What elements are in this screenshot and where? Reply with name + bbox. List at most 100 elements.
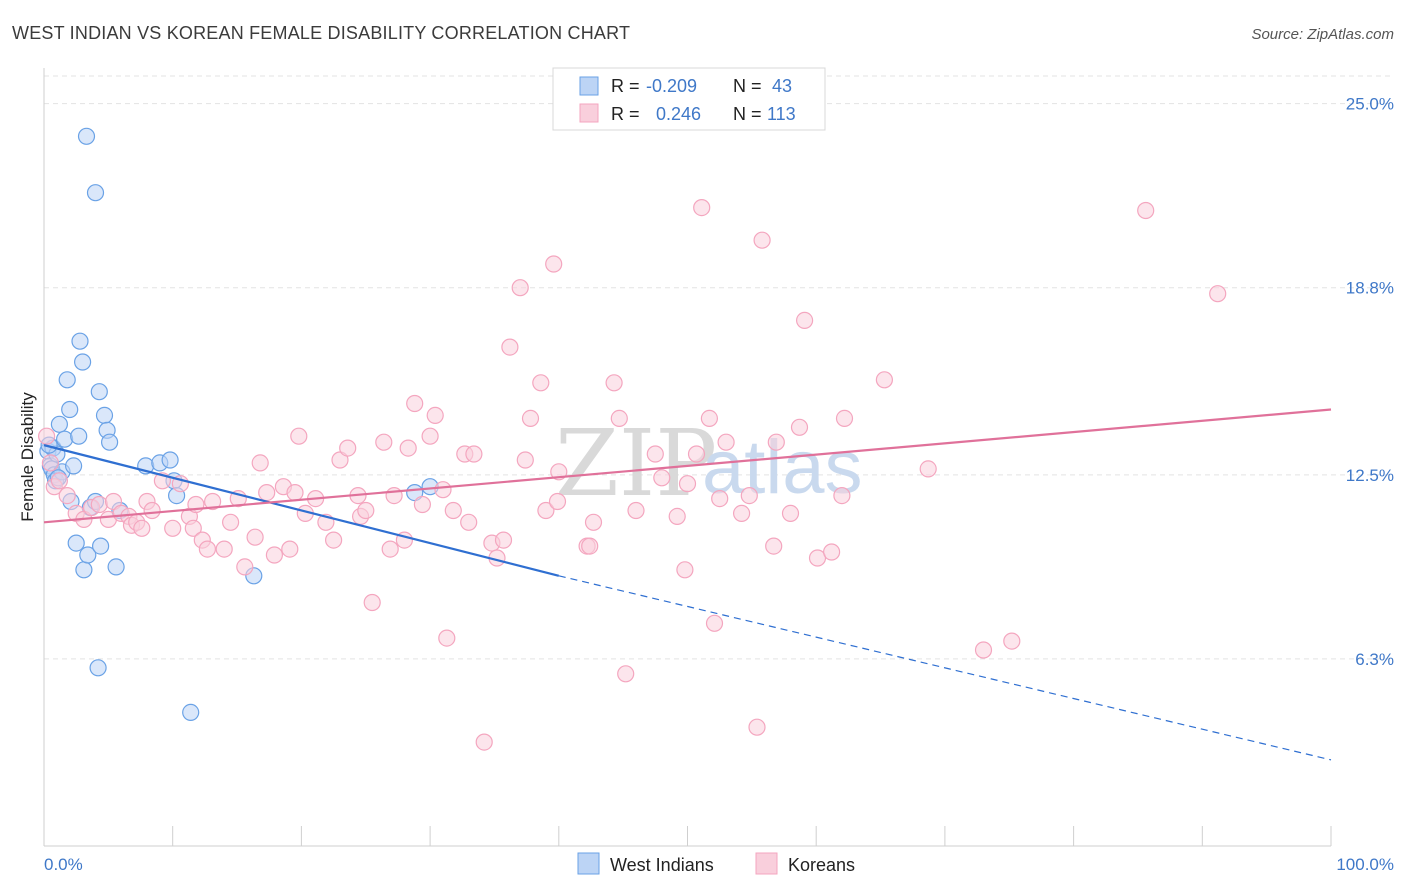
- koreans-point-100: [781, 504, 800, 523]
- west-indians-point-26: [91, 537, 110, 555]
- koreans-point-80: [605, 374, 623, 392]
- koreans-point-82: [617, 665, 635, 683]
- west-indians-point-11: [55, 430, 74, 448]
- west-indians-point-9: [50, 415, 69, 433]
- legend-r-value-1: -0.209: [646, 76, 697, 96]
- koreans-point-53: [399, 439, 417, 457]
- koreans-point-63: [465, 445, 483, 463]
- koreans-point-88: [678, 475, 697, 493]
- koreans-point-22: [184, 519, 202, 537]
- west-indians-trend-line: [43, 444, 560, 577]
- koreans-point-48: [363, 593, 381, 612]
- koreans-point-1: [41, 454, 60, 472]
- legend-swatch-koreans: [579, 103, 599, 123]
- trend-lines: [43, 408, 1332, 761]
- koreans-point-33: [258, 484, 276, 502]
- koreans-point-112: [1209, 285, 1227, 303]
- koreans-point-84: [646, 445, 664, 463]
- koreans-point-89: [687, 445, 706, 463]
- koreans-point-31: [246, 528, 264, 546]
- koreans-point-86: [668, 507, 686, 526]
- koreans-point-38: [290, 427, 308, 445]
- watermark-zip: ZIP: [555, 410, 717, 517]
- koreans-point-90: [693, 199, 711, 217]
- bottom-legend: West Indians Koreans: [577, 852, 855, 875]
- koreans-point-57: [426, 406, 444, 424]
- west-indians-point-37: [182, 703, 200, 722]
- koreans-point-113: [748, 718, 766, 736]
- koreans-point-27: [215, 540, 233, 558]
- watermark: ZIP atlas: [555, 410, 863, 517]
- koreans-point-56: [421, 427, 439, 445]
- bottom-legend-west-indians: West Indians: [610, 855, 714, 875]
- koreans-point-71: [521, 409, 540, 427]
- koreans-point-4: [58, 487, 76, 505]
- west-indians-point-17: [70, 427, 88, 445]
- koreans-point-50: [381, 540, 399, 558]
- koreans-point-111: [1137, 201, 1155, 220]
- koreans-point-81: [610, 409, 628, 427]
- koreans-point-99: [767, 433, 785, 451]
- koreans-point-32: [251, 454, 269, 472]
- koreans-point-36: [281, 540, 299, 558]
- koreans-point-54: [406, 394, 424, 413]
- west-indians-point-19: [73, 353, 92, 371]
- koreans-point-10: [104, 492, 123, 511]
- chart-source: Source: ZipAtlas.com: [1251, 26, 1394, 43]
- west-indians-point-30: [107, 558, 125, 576]
- y-tick-label-1: 18.8%: [1346, 279, 1394, 298]
- koreans-point-59: [438, 629, 456, 647]
- koreans-point-108: [919, 460, 937, 478]
- koreans-point-72: [532, 374, 550, 392]
- y-tick-label-0: 25.0%: [1346, 95, 1394, 114]
- y-tick-labels: 25.0% 18.8% 12.5% 6.3%: [1346, 95, 1394, 669]
- koreans-point-69: [511, 279, 529, 297]
- koreans-point-25: [198, 540, 216, 558]
- stats-legend: R = -0.209 N = 43 R = 0.246 N = 113: [552, 67, 826, 131]
- koreans-point-92: [705, 614, 724, 632]
- koreans-point-109: [974, 641, 993, 659]
- west-indians-point-24: [89, 659, 107, 677]
- koreans-trend-line: [43, 408, 1332, 524]
- legend-r-value-2: 0.246: [656, 104, 701, 124]
- koreans-point-107: [875, 371, 894, 389]
- west-indians-point-21: [79, 546, 97, 564]
- koreans-point-68: [501, 338, 519, 356]
- koreans-point-51: [385, 487, 403, 505]
- west-indians-point-27: [95, 406, 114, 424]
- koreans-point-96: [740, 487, 758, 505]
- y-tick-label-2: 12.5%: [1346, 466, 1394, 485]
- koreans-point-83: [627, 501, 645, 520]
- west-indians-trend-extension: [558, 575, 1332, 761]
- koreans-point-105: [833, 487, 851, 505]
- koreans-point-87: [676, 561, 694, 579]
- legend-r-label-2: R =: [611, 104, 640, 124]
- koreans-point-3: [50, 472, 69, 490]
- koreans-point-37: [286, 484, 304, 502]
- legend-n-value-1: 43: [772, 76, 792, 96]
- koreans-point-70: [516, 451, 534, 469]
- koreans-point-64: [475, 733, 493, 751]
- bottom-legend-koreans: Koreans: [788, 855, 855, 875]
- bottom-legend-swatch-koreans: [755, 852, 778, 875]
- koreans-point-42: [325, 531, 343, 549]
- koreans-point-91: [700, 409, 719, 427]
- legend-swatch-west-indians: [579, 76, 599, 96]
- koreans-point-28: [222, 513, 240, 531]
- koreans-point-102: [795, 311, 814, 329]
- koreans-point-49: [375, 433, 393, 451]
- west-indians-point-13: [61, 400, 79, 419]
- koreans-point-0: [37, 427, 56, 445]
- koreans-point-94: [717, 433, 735, 451]
- koreans-point-79: [584, 513, 603, 531]
- west-indians-point-15: [64, 457, 83, 475]
- x-ticks: [172, 826, 1332, 846]
- koreans-point-58: [434, 481, 452, 499]
- koreans-point-97: [753, 231, 771, 249]
- chart-title: WEST INDIAN VS KOREAN FEMALE DISABILITY …: [12, 23, 630, 43]
- koreans-point-85: [653, 469, 671, 487]
- koreans-point-62: [460, 513, 478, 531]
- legend-r-label-1: R =: [611, 76, 640, 96]
- koreans-point-95: [732, 504, 751, 523]
- koreans-point-74: [545, 255, 563, 273]
